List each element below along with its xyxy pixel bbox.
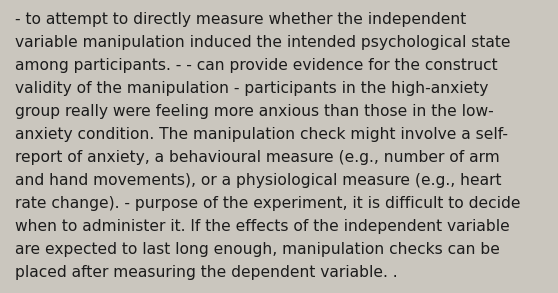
- Text: group really were feeling more anxious than those in the low-: group really were feeling more anxious t…: [16, 104, 494, 119]
- Text: when to administer it. If the effects of the independent variable: when to administer it. If the effects of…: [16, 219, 510, 234]
- Text: report of anxiety, a behavioural measure (e.g., number of arm: report of anxiety, a behavioural measure…: [16, 150, 500, 165]
- Text: placed after measuring the dependent variable. .: placed after measuring the dependent var…: [16, 265, 398, 280]
- Text: variable manipulation induced the intended psychological state: variable manipulation induced the intend…: [16, 35, 511, 50]
- Text: are expected to last long enough, manipulation checks can be: are expected to last long enough, manipu…: [16, 242, 501, 257]
- Text: validity of the manipulation - participants in the high-anxiety: validity of the manipulation - participa…: [16, 81, 489, 96]
- Text: rate change). - purpose of the experiment, it is difficult to decide: rate change). - purpose of the experimen…: [16, 196, 521, 211]
- Text: and hand movements), or a physiological measure (e.g., heart: and hand movements), or a physiological …: [16, 173, 502, 188]
- Text: anxiety condition. The manipulation check might involve a self-: anxiety condition. The manipulation chec…: [16, 127, 508, 142]
- Text: among participants. - - can provide evidence for the construct: among participants. - - can provide evid…: [16, 58, 498, 73]
- Text: - to attempt to directly measure whether the independent: - to attempt to directly measure whether…: [16, 12, 466, 27]
